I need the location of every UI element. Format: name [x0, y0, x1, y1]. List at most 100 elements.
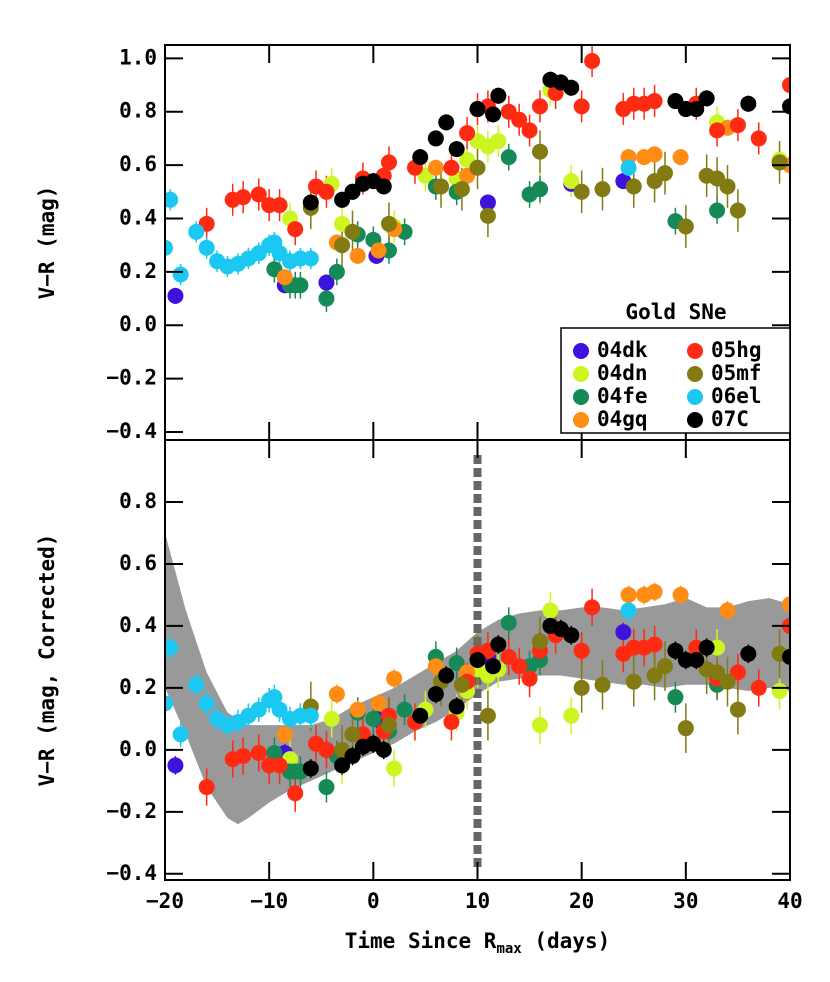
data-point	[532, 633, 548, 650]
legend-label: 04dn	[597, 361, 648, 385]
data-point	[729, 664, 746, 681]
data-point	[396, 701, 413, 718]
data-point	[380, 154, 397, 171]
x-tick-label: 0	[367, 889, 380, 913]
data-point	[584, 53, 601, 70]
data-point	[500, 614, 517, 631]
data-point	[521, 670, 538, 687]
legend-marker	[573, 389, 589, 405]
data-point	[740, 95, 757, 112]
data-point	[750, 679, 767, 696]
data-point	[433, 178, 450, 195]
legend-marker	[573, 412, 589, 428]
data-point	[646, 583, 663, 600]
data-point	[573, 98, 590, 115]
data-point	[677, 720, 694, 737]
data-point	[620, 586, 637, 603]
data-point	[479, 194, 496, 211]
data-point	[427, 130, 444, 147]
y-tick-label: −0.2	[106, 366, 157, 390]
x-tick-label: 30	[673, 889, 698, 913]
data-point	[646, 93, 663, 110]
data-point	[250, 701, 267, 718]
data-point	[490, 636, 507, 653]
y-axis-label: V−R (mag, Corrected)	[35, 534, 59, 787]
data-point	[323, 710, 340, 727]
data-point	[349, 247, 366, 264]
y-tick-label: 0.6	[119, 551, 157, 575]
y-tick-label: 0.4	[119, 205, 157, 229]
data-point	[709, 202, 726, 219]
data-point	[625, 178, 642, 195]
data-point	[370, 695, 387, 712]
data-point	[729, 701, 746, 718]
data-point	[438, 667, 455, 684]
data-point	[165, 239, 173, 256]
data-point	[448, 141, 465, 158]
data-point	[729, 202, 746, 219]
data-point	[370, 242, 387, 259]
data-point	[573, 679, 590, 696]
data-point	[453, 676, 470, 693]
data-point	[318, 779, 335, 796]
data-point	[771, 682, 788, 699]
data-point	[709, 664, 726, 681]
data-point	[172, 266, 189, 283]
y-tick-label: −0.4	[106, 861, 157, 885]
data-point	[479, 207, 496, 224]
y-tick-label: 0.0	[119, 312, 157, 336]
data-point	[271, 757, 288, 774]
data-point	[672, 586, 689, 603]
data-point	[782, 98, 790, 115]
data-point	[328, 263, 345, 280]
data-point	[276, 269, 293, 286]
data-point	[500, 648, 517, 665]
data-point	[490, 133, 507, 150]
data-point	[667, 642, 684, 659]
data-point	[532, 143, 548, 160]
legend-label: 04fe	[597, 384, 648, 408]
data-point	[453, 181, 470, 198]
data-point	[172, 726, 189, 743]
data-point	[318, 183, 335, 200]
data-point	[198, 239, 215, 256]
data-point	[276, 726, 293, 743]
x-axis-label: Time Since Rmax (days)	[345, 929, 611, 957]
data-point	[485, 658, 502, 675]
x-axis-label-part: (days)	[522, 929, 611, 953]
data-point	[459, 125, 476, 142]
data-point	[698, 90, 715, 107]
legend-label: 05mf	[711, 361, 762, 385]
data-point	[266, 744, 283, 761]
legend-marker	[687, 343, 703, 359]
data-point	[485, 106, 502, 123]
data-point	[469, 159, 486, 176]
data-point	[511, 111, 528, 128]
legend-label: 07C	[711, 407, 749, 431]
legend-marker	[573, 343, 589, 359]
data-point	[729, 117, 746, 134]
legend-label: 05hg	[711, 338, 762, 362]
data-point	[443, 713, 460, 730]
legend-label: 04gq	[597, 407, 648, 431]
data-point	[271, 197, 288, 214]
data-point	[584, 599, 601, 616]
data-point	[235, 748, 252, 765]
y-tick-label: 1.0	[119, 45, 157, 69]
data-point	[365, 710, 382, 727]
data-point	[771, 154, 788, 171]
data-point	[672, 149, 689, 166]
data-point	[667, 689, 684, 706]
data-point	[380, 215, 397, 232]
data-point	[521, 122, 538, 139]
data-point	[709, 122, 726, 139]
y-tick-label: 0.2	[119, 259, 157, 283]
y-tick-label: 0.0	[119, 737, 157, 761]
legend-marker	[687, 389, 703, 405]
data-point	[782, 596, 790, 613]
data-point	[573, 183, 590, 200]
legend-label: 04dk	[597, 338, 648, 362]
data-point	[532, 717, 548, 734]
x-axis-label-part: Time Since R	[345, 929, 497, 953]
